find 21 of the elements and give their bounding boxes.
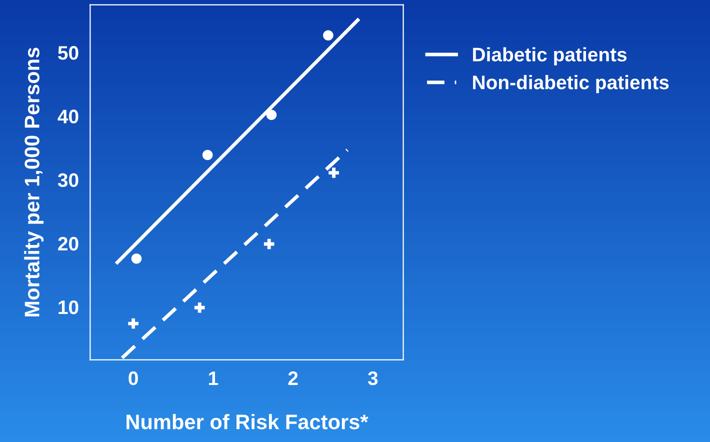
y-tick-label: 30 bbox=[58, 173, 78, 188]
x-tick-label: 3 bbox=[368, 371, 378, 386]
x-tick-label: 0 bbox=[128, 371, 138, 386]
point bbox=[194, 302, 205, 313]
legend-label: Non-diabetic patients bbox=[473, 75, 669, 94]
point bbox=[131, 254, 142, 264]
x-tick-label: 2 bbox=[288, 371, 298, 385]
point bbox=[266, 110, 277, 120]
point bbox=[328, 168, 339, 178]
y-axis-title: Mortality per 1,000 Persons bbox=[24, 48, 44, 316]
y-tick-label: 20 bbox=[58, 236, 78, 251]
point bbox=[264, 238, 274, 250]
point bbox=[202, 150, 213, 160]
legend-label: Diabetic patients bbox=[473, 47, 627, 66]
y-tick-label: 40 bbox=[58, 110, 78, 124]
point bbox=[128, 318, 138, 329]
y-tick-label: 10 bbox=[58, 300, 78, 314]
x-axis-title: Number of Risk Factors* bbox=[126, 414, 368, 430]
y-tick-label: 50 bbox=[58, 46, 78, 60]
point bbox=[323, 30, 334, 41]
x-tick-label: 1 bbox=[208, 372, 218, 385]
